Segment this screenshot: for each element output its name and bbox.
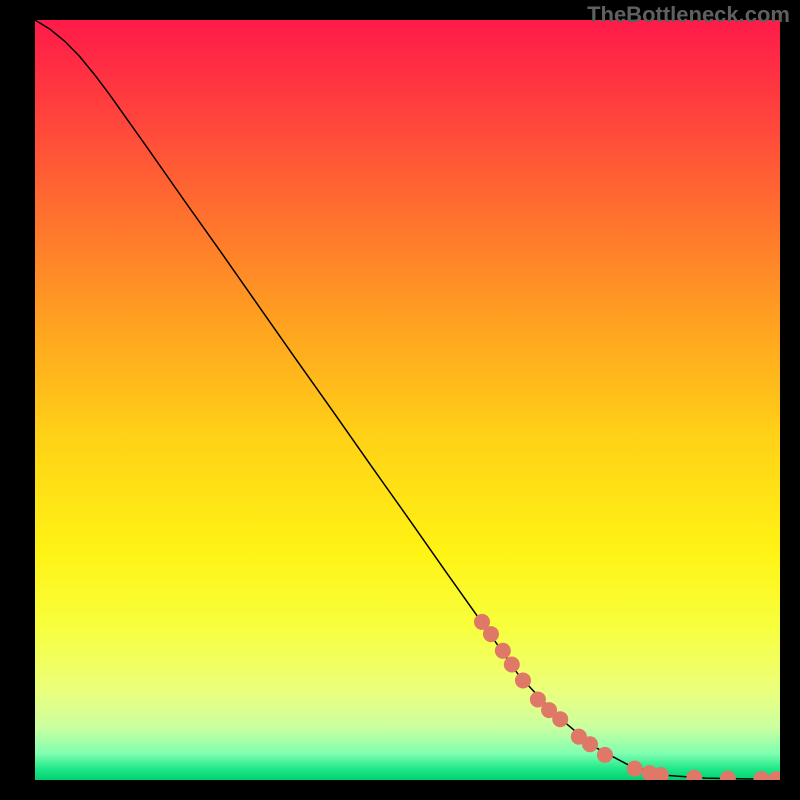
plot-svg	[35, 20, 780, 780]
plot-area	[35, 20, 780, 780]
watermark-text: TheBottleneck.com	[587, 2, 790, 28]
marker-point	[504, 656, 520, 672]
marker-point	[495, 643, 511, 659]
marker-point	[597, 747, 613, 763]
marker-point	[582, 736, 598, 752]
marker-point	[627, 761, 643, 777]
marker-point	[483, 626, 499, 642]
marker-point	[515, 672, 531, 688]
gradient-background	[35, 20, 780, 780]
chart-container: TheBottleneck.com	[0, 0, 800, 800]
marker-point	[552, 711, 568, 727]
